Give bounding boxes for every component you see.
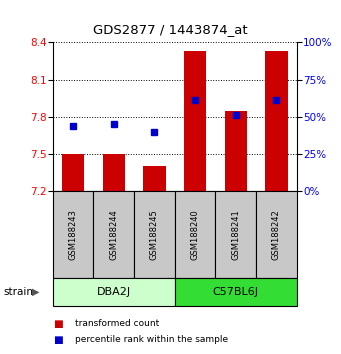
Bar <box>103 154 125 191</box>
Text: strain: strain <box>3 287 33 297</box>
Bar <box>62 154 84 191</box>
Bar <box>93 191 134 278</box>
Text: C57BL6J: C57BL6J <box>213 287 259 297</box>
Bar <box>143 166 166 191</box>
Text: GSM188240: GSM188240 <box>191 209 199 260</box>
Bar <box>134 191 175 278</box>
Bar <box>184 51 206 191</box>
Bar <box>256 191 297 278</box>
Text: ■: ■ <box>53 319 63 329</box>
Text: GSM188244: GSM188244 <box>109 209 118 260</box>
Text: GSM188245: GSM188245 <box>150 209 159 260</box>
Text: ■: ■ <box>53 335 63 345</box>
Text: transformed count: transformed count <box>75 319 159 329</box>
Text: GDS2877 / 1443874_at: GDS2877 / 1443874_at <box>93 23 248 36</box>
Text: GSM188243: GSM188243 <box>69 209 78 260</box>
Bar <box>175 278 297 306</box>
Bar <box>265 51 287 191</box>
Text: DBA2J: DBA2J <box>97 287 131 297</box>
Text: GSM188241: GSM188241 <box>231 209 240 260</box>
Text: percentile rank within the sample: percentile rank within the sample <box>75 335 228 344</box>
Bar <box>175 191 216 278</box>
Bar <box>53 278 175 306</box>
Text: ▶: ▶ <box>32 287 40 297</box>
Text: GSM188242: GSM188242 <box>272 209 281 260</box>
Bar <box>224 111 247 191</box>
Bar <box>216 191 256 278</box>
Bar <box>53 191 93 278</box>
